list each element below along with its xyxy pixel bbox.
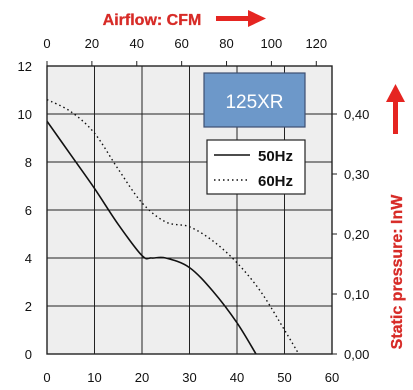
legend: 50Hz 60Hz <box>206 139 306 195</box>
y-left-tick-label: 4 <box>25 251 32 266</box>
legend-label-50hz: 50Hz <box>258 148 293 165</box>
top-axis-title: Airflow: CFM <box>103 12 202 29</box>
y-right-tick-label: 0,10 <box>344 287 369 302</box>
y-right-tick-label: 0,40 <box>344 107 369 122</box>
x-bottom-tick-label: 20 <box>135 370 149 385</box>
x-bottom-tick-label: 10 <box>87 370 101 385</box>
y-right-tick-label: 0,20 <box>344 227 369 242</box>
x-top-tick-label: 100 <box>261 36 283 51</box>
x-top-tick-label: 120 <box>305 36 327 51</box>
legend-label-60hz: 60Hz <box>258 173 293 190</box>
x-top-tick-label: 60 <box>174 36 188 51</box>
x-bottom-tick-label: 30 <box>182 370 196 385</box>
series-line-50hz <box>47 120 257 354</box>
y-left-tick-label: 8 <box>25 155 32 170</box>
y-right-tick-label: 0,00 <box>344 347 369 362</box>
y-left-tick-label: 10 <box>18 107 32 122</box>
y-right-tick-label: 0,30 <box>344 167 369 182</box>
x-top-tick-label: 40 <box>130 36 144 51</box>
right-axis-title: Static pressure: InW <box>389 194 406 350</box>
plot-border <box>46 65 333 355</box>
y-left-tick-label: 0 <box>25 347 32 362</box>
x-top-tick-label: 80 <box>219 36 233 51</box>
y-left-tick-label: 6 <box>25 203 32 218</box>
x-bottom-tick-label: 50 <box>277 370 291 385</box>
x-top-tick-label: 0 <box>43 36 50 51</box>
model-label-box: 125XR <box>203 72 306 128</box>
x-bottom-tick-label: 60 <box>325 370 339 385</box>
x-top-tick-label: 20 <box>85 36 99 51</box>
y-left-tick-label: 2 <box>25 299 32 314</box>
right-arrow-icon <box>216 10 266 27</box>
x-bottom-tick-label: 0 <box>43 370 50 385</box>
up-arrow-icon <box>386 84 405 134</box>
data-series <box>47 98 300 354</box>
y-left-tick-label: 12 <box>18 59 32 74</box>
model-label: 125XR <box>225 92 283 113</box>
x-bottom-tick-label: 40 <box>230 370 244 385</box>
